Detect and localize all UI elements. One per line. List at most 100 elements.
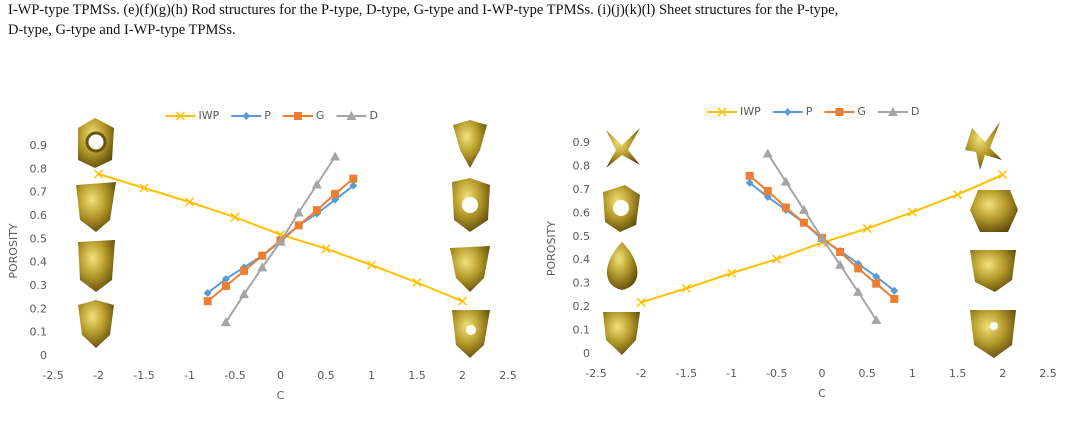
data-point bbox=[349, 181, 358, 190]
x-tick-label: 1 bbox=[909, 367, 916, 380]
legend-entry: G bbox=[282, 109, 325, 122]
y-tick-label: 0.5 bbox=[30, 232, 48, 245]
data-point bbox=[221, 275, 230, 283]
caption-line: D-type, G-type and I-WP-type TPMSs. bbox=[8, 22, 236, 38]
y-tick-label: 0.4 bbox=[30, 256, 48, 269]
y-tick-label: 0.3 bbox=[573, 277, 591, 290]
data-point bbox=[890, 286, 899, 295]
legend-label: P bbox=[806, 105, 813, 118]
x-tick-label: 2.5 bbox=[499, 369, 517, 382]
legend-label: G bbox=[316, 109, 325, 122]
data-point bbox=[953, 190, 963, 200]
structure-icon bbox=[85, 131, 107, 153]
caption-line: I-WP-type TPMSs. (e)(f)(g)(h) Rod struct… bbox=[8, 2, 839, 18]
data-point bbox=[330, 151, 341, 161]
y-tick-label: 0.2 bbox=[30, 302, 48, 315]
x-tick-label: -0.5 bbox=[766, 367, 787, 380]
data-point bbox=[907, 207, 917, 217]
legend-entry: IWP bbox=[707, 105, 761, 118]
structure-icon bbox=[606, 128, 640, 168]
data-point bbox=[780, 176, 791, 186]
data-point bbox=[220, 317, 231, 327]
legend-marker bbox=[175, 111, 186, 121]
structure-icon bbox=[603, 312, 640, 355]
data-point bbox=[294, 221, 303, 230]
legend-label: D bbox=[369, 109, 377, 122]
y-tick-label: 0.8 bbox=[30, 162, 48, 175]
data-point bbox=[312, 206, 321, 215]
data-point bbox=[745, 171, 754, 180]
x-axis-label: C bbox=[818, 387, 826, 400]
structure-icon bbox=[450, 246, 490, 292]
x-tick-label: 0.5 bbox=[317, 369, 335, 382]
structure-icon bbox=[78, 300, 114, 348]
data-point bbox=[799, 218, 808, 227]
data-point bbox=[871, 315, 882, 325]
data-point bbox=[817, 232, 827, 242]
structure-icon bbox=[990, 322, 998, 330]
x-tick-label: -2.5 bbox=[585, 367, 606, 380]
legend-entry: P bbox=[231, 109, 271, 122]
data-point bbox=[798, 204, 809, 214]
data-point bbox=[762, 148, 773, 158]
x-tick-label: 0 bbox=[277, 369, 284, 382]
structure-icon bbox=[970, 310, 1016, 358]
y-tick-label: 0.2 bbox=[573, 300, 591, 313]
x-tick-label: 1 bbox=[368, 369, 375, 382]
y-tick-label: 0.6 bbox=[573, 206, 591, 219]
data-point bbox=[781, 203, 790, 212]
legend-entry: P bbox=[772, 105, 813, 118]
y-tick-label: 0.9 bbox=[30, 139, 48, 152]
structure-icon bbox=[970, 190, 1018, 232]
data-point bbox=[854, 264, 863, 273]
data-point bbox=[184, 197, 195, 207]
data-point bbox=[331, 189, 340, 198]
data-point bbox=[93, 169, 104, 179]
data-point bbox=[203, 289, 212, 297]
legend-label: IWP bbox=[199, 109, 220, 122]
data-point bbox=[203, 297, 212, 306]
legend-label: IWP bbox=[740, 105, 761, 118]
structure-icon bbox=[462, 197, 478, 213]
legend-marker bbox=[293, 112, 302, 120]
structure-icon bbox=[78, 240, 115, 292]
legend-marker bbox=[242, 112, 251, 120]
x-tick-label: -1 bbox=[184, 369, 195, 382]
legend-label: P bbox=[264, 109, 271, 122]
x-tick-label: 0 bbox=[819, 367, 826, 380]
data-point bbox=[230, 212, 240, 222]
data-point bbox=[275, 236, 286, 246]
data-point bbox=[311, 179, 322, 189]
structure-icon bbox=[613, 200, 629, 216]
y-axis-label: POROSITY bbox=[7, 223, 20, 279]
structure-icon bbox=[466, 325, 476, 335]
data-point bbox=[293, 207, 304, 217]
data-point bbox=[836, 248, 845, 257]
structure-icons bbox=[76, 118, 1018, 358]
legend-label: D bbox=[911, 105, 919, 118]
data-point bbox=[772, 254, 782, 264]
data-point bbox=[139, 183, 149, 193]
y-tick-label: 0.3 bbox=[30, 279, 48, 292]
y-tick-label: 0.4 bbox=[573, 253, 591, 266]
legend-marker bbox=[346, 111, 357, 120]
y-axis-label: POROSITY bbox=[545, 221, 558, 277]
y-tick-label: 0.1 bbox=[573, 324, 591, 337]
x-tick-label: -1.5 bbox=[676, 367, 697, 380]
x-tick-label: 2 bbox=[999, 367, 1006, 380]
legend-label: G bbox=[857, 105, 866, 118]
x-tick-label: 2.5 bbox=[1039, 367, 1057, 380]
data-point bbox=[872, 272, 881, 281]
x-tick-label: 1.5 bbox=[949, 367, 967, 380]
y-tick-label: 0 bbox=[40, 349, 47, 362]
x-tick-label: -1.5 bbox=[133, 369, 154, 382]
data-point bbox=[258, 251, 267, 260]
structure-icon bbox=[76, 182, 116, 232]
x-tick-label: 2 bbox=[459, 369, 466, 382]
data-point bbox=[412, 277, 422, 288]
x-tick-label: -0.5 bbox=[224, 369, 245, 382]
data-point bbox=[681, 283, 691, 293]
data-point bbox=[862, 224, 872, 234]
